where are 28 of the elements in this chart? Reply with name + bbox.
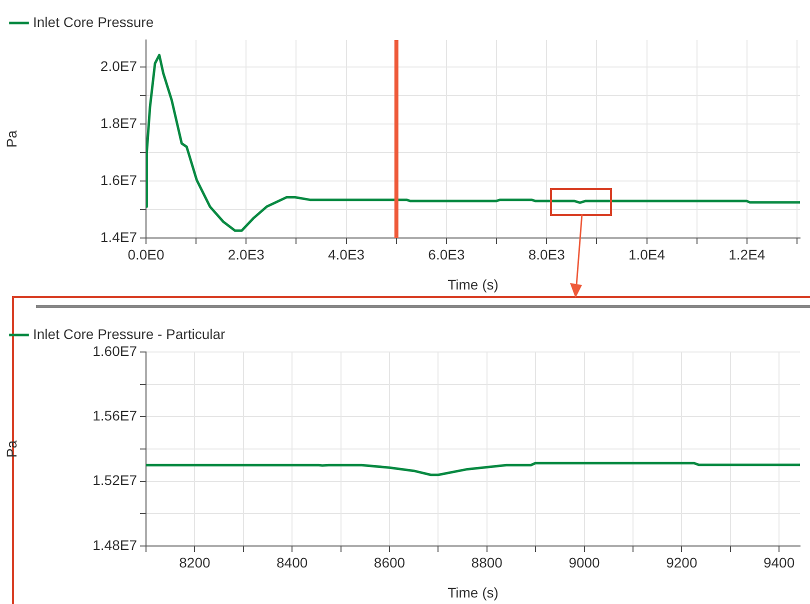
x-tick-label: 9200 — [666, 554, 698, 570]
x-tick-label: 8200 — [179, 554, 210, 570]
y-tick-label: 1.48E7 — [92, 536, 138, 553]
x-axis-title: Time (s) — [448, 584, 498, 600]
legend-label: Inlet Core Pressure - Particular — [33, 326, 226, 342]
x-tick-label: 8800 — [471, 554, 503, 570]
y-tick-label: 1.56E7 — [92, 408, 138, 424]
x-tick-label: 1.0E4 — [628, 246, 666, 262]
x-tick-label: 1.2E4 — [728, 246, 766, 262]
y-tick-label: 1.52E7 — [92, 472, 138, 488]
x-axis-title: Time (s) — [448, 276, 498, 292]
y-tick-label: 1.4E7 — [100, 228, 138, 245]
y-tick-label: 2.0E7 — [100, 58, 138, 74]
y-axis-title: Pa — [3, 440, 20, 458]
x-tick-label: 9400 — [763, 554, 795, 570]
y-tick-label: 1.8E7 — [100, 114, 138, 131]
x-tick-label: 8.0E3 — [528, 246, 566, 262]
y-tick-label: 1.60E7 — [92, 342, 138, 359]
x-tick-label: 8600 — [374, 554, 406, 570]
legend-label: Inlet Core Pressure — [33, 14, 154, 30]
x-tick-label: 9000 — [568, 554, 600, 570]
x-tick-label: 4.0E3 — [328, 246, 365, 262]
y-tick-label: 1.6E7 — [100, 172, 138, 188]
x-tick-label: 6.0E3 — [428, 246, 465, 262]
x-tick-label: 8400 — [276, 554, 308, 570]
y-axis-title: Pa — [3, 130, 20, 148]
x-tick-label: 2.0E3 — [228, 246, 265, 262]
x-tick-label: 0.0E0 — [128, 246, 165, 262]
